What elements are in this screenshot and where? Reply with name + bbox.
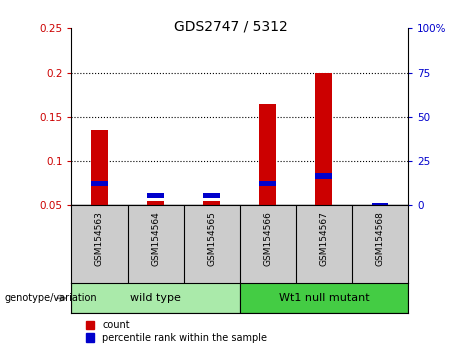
Text: GSM154566: GSM154566 (263, 211, 272, 266)
Bar (260, 104, 276, 205)
Bar (260, 181, 276, 186)
Text: GSM154568: GSM154568 (375, 211, 384, 266)
Bar (315, 73, 332, 205)
Bar (91, 130, 108, 205)
Text: GSM154564: GSM154564 (151, 211, 160, 266)
Bar (372, 202, 388, 208)
Bar (91, 181, 108, 186)
Bar (71, 283, 240, 313)
Bar (147, 201, 164, 205)
Text: GSM154567: GSM154567 (319, 211, 328, 266)
Bar (203, 201, 220, 205)
Bar (240, 283, 408, 313)
Text: GSM154563: GSM154563 (95, 211, 104, 266)
Text: GDS2747 / 5312: GDS2747 / 5312 (174, 19, 287, 34)
Legend: count, percentile rank within the sample: count, percentile rank within the sample (86, 320, 267, 343)
Text: Wt1 null mutant: Wt1 null mutant (278, 293, 369, 303)
Text: wild type: wild type (130, 293, 181, 303)
Bar (315, 173, 332, 179)
Bar (203, 193, 220, 198)
Text: GSM154565: GSM154565 (207, 211, 216, 266)
Bar (147, 193, 164, 198)
Text: genotype/variation: genotype/variation (5, 293, 97, 303)
